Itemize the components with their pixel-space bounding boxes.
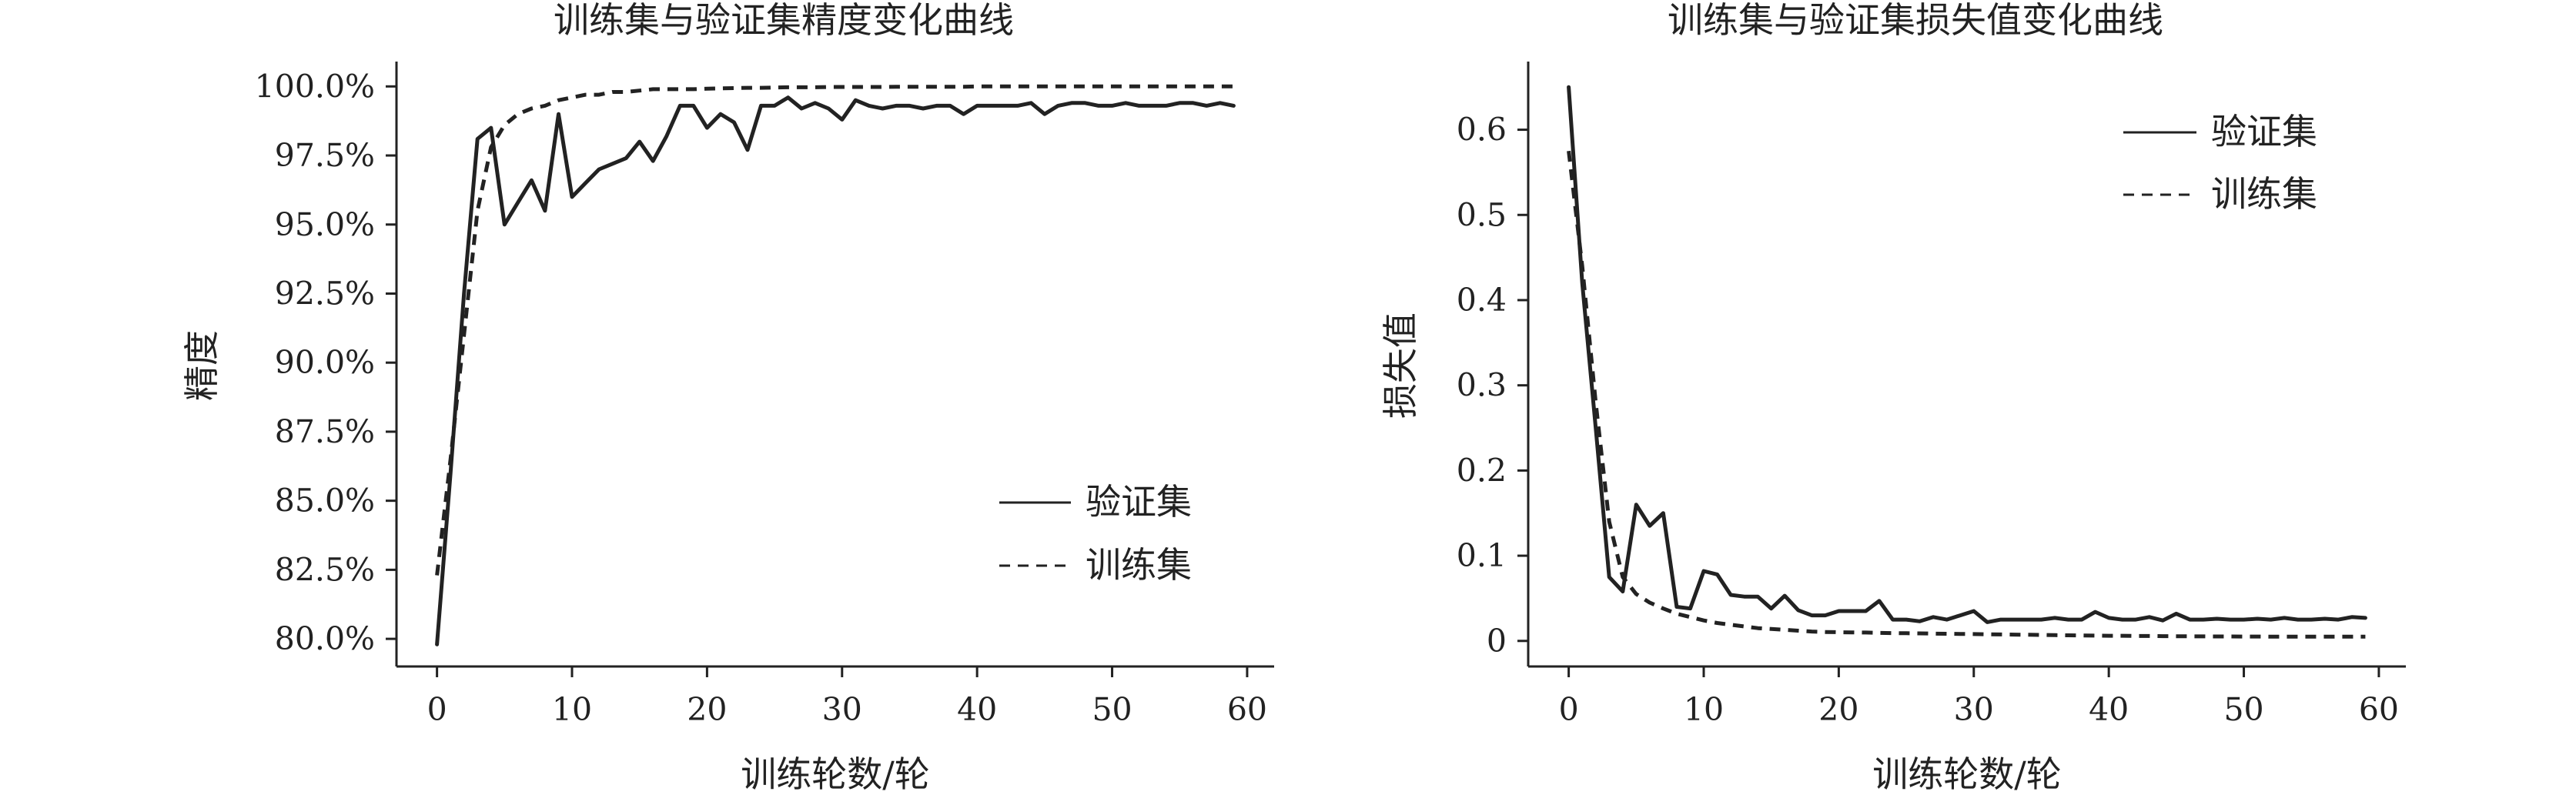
loss-chart: 训练集与验证集损失值变化曲线 0 0.1 0.2 0.3 0.4 0.5 0.6 0 10 20…	[1380, 0, 2406, 795]
accuracy-series-line-validation	[435, 95, 1236, 646]
accuracy-legend: 验证集 训练集	[999, 481, 1192, 586]
loss-x-tick-label: 50	[2223, 691, 2263, 728]
loss-y-tick-label: 0.4	[1457, 282, 1507, 319]
accuracy-x-tick-label: 20	[687, 691, 727, 728]
loss-chart-title: 训练集与验证集损失值变化曲线	[1668, 0, 2163, 41]
accuracy-legend-label-validation: 验证集	[1086, 481, 1192, 523]
loss-x-tick-label: 10	[1684, 691, 1724, 728]
accuracy-legend-label-training: 训练集	[1086, 544, 1192, 586]
loss-x-tick-label: 30	[1954, 691, 1994, 728]
loss-x-tick-label: 0	[1559, 691, 1579, 728]
accuracy-y-tick-label: 80.0%	[275, 620, 375, 657]
loss-y-tick-label: 0.3	[1457, 367, 1507, 404]
accuracy-y-ticks: 80.0% 82.5% 85.0% 87.5% 90.0% 92.5% 95.0% 97.5%…	[255, 68, 396, 657]
loss-legend: 验证集 训练集	[2123, 111, 2317, 215]
accuracy-x-tick-label: 30	[822, 691, 862, 728]
loss-y-tick-label: 0	[1487, 623, 1507, 660]
accuracy-x-axis-label: 训练轮数/轮	[741, 753, 930, 795]
loss-y-tick-label: 0.2	[1457, 452, 1507, 489]
accuracy-chart: 训练集与验证集精度变化曲线 80.0% 82.5% 85.0% 87.5% 90.0% 9…	[181, 0, 1274, 795]
accuracy-x-tick-label: 40	[957, 691, 997, 728]
accuracy-y-tick-label: 87.5%	[275, 413, 375, 450]
accuracy-x-tick-label: 50	[1092, 691, 1132, 728]
accuracy-series-group	[435, 84, 1236, 646]
loss-y-axis-label: 损失值	[1380, 312, 1421, 419]
accuracy-y-tick-label: 92.5%	[275, 275, 375, 312]
loss-legend-label-validation: 验证集	[2211, 111, 2317, 152]
accuracy-series-line-training	[435, 84, 1234, 576]
accuracy-y-tick-label: 95.0%	[275, 206, 375, 243]
accuracy-y-tick-label: 97.5%	[275, 137, 375, 174]
loss-series-line-training	[1567, 150, 2366, 639]
loss-x-tick-label: 20	[1818, 691, 1858, 728]
loss-x-tick-label: 40	[2089, 691, 2129, 728]
loss-x-ticks: 0 10 20 30 40 50 60	[1559, 666, 2399, 728]
accuracy-x-tick-label: 0	[427, 691, 447, 728]
accuracy-x-tick-label: 60	[1227, 691, 1267, 728]
loss-series-group	[1567, 85, 2367, 639]
loss-y-tick-label: 0.5	[1457, 196, 1507, 233]
loss-series-line-validation	[1567, 85, 2367, 624]
accuracy-chart-title: 训练集与验证集精度变化曲线	[554, 0, 1014, 41]
accuracy-y-tick-label: 90.0%	[275, 344, 375, 381]
accuracy-y-tick-label: 82.5%	[275, 551, 375, 588]
accuracy-y-tick-label: 100.0%	[255, 68, 375, 105]
loss-y-tick-label: 0.6	[1457, 112, 1507, 149]
accuracy-x-ticks: 0 10 20 30 40 50 60	[427, 666, 1267, 728]
accuracy-x-tick-label: 10	[552, 691, 592, 728]
loss-y-tick-label: 0.1	[1457, 537, 1507, 574]
loss-legend-label-training: 训练集	[2211, 173, 2317, 215]
accuracy-y-axis-label: 精度	[181, 330, 222, 401]
accuracy-y-tick-label: 85.0%	[275, 483, 375, 519]
loss-y-ticks: 0 0.1 0.2 0.3 0.4 0.5 0.6	[1457, 112, 1528, 660]
loss-x-tick-label: 60	[2359, 691, 2399, 728]
loss-x-axis-label: 训练轮数/轮	[1872, 753, 2062, 795]
